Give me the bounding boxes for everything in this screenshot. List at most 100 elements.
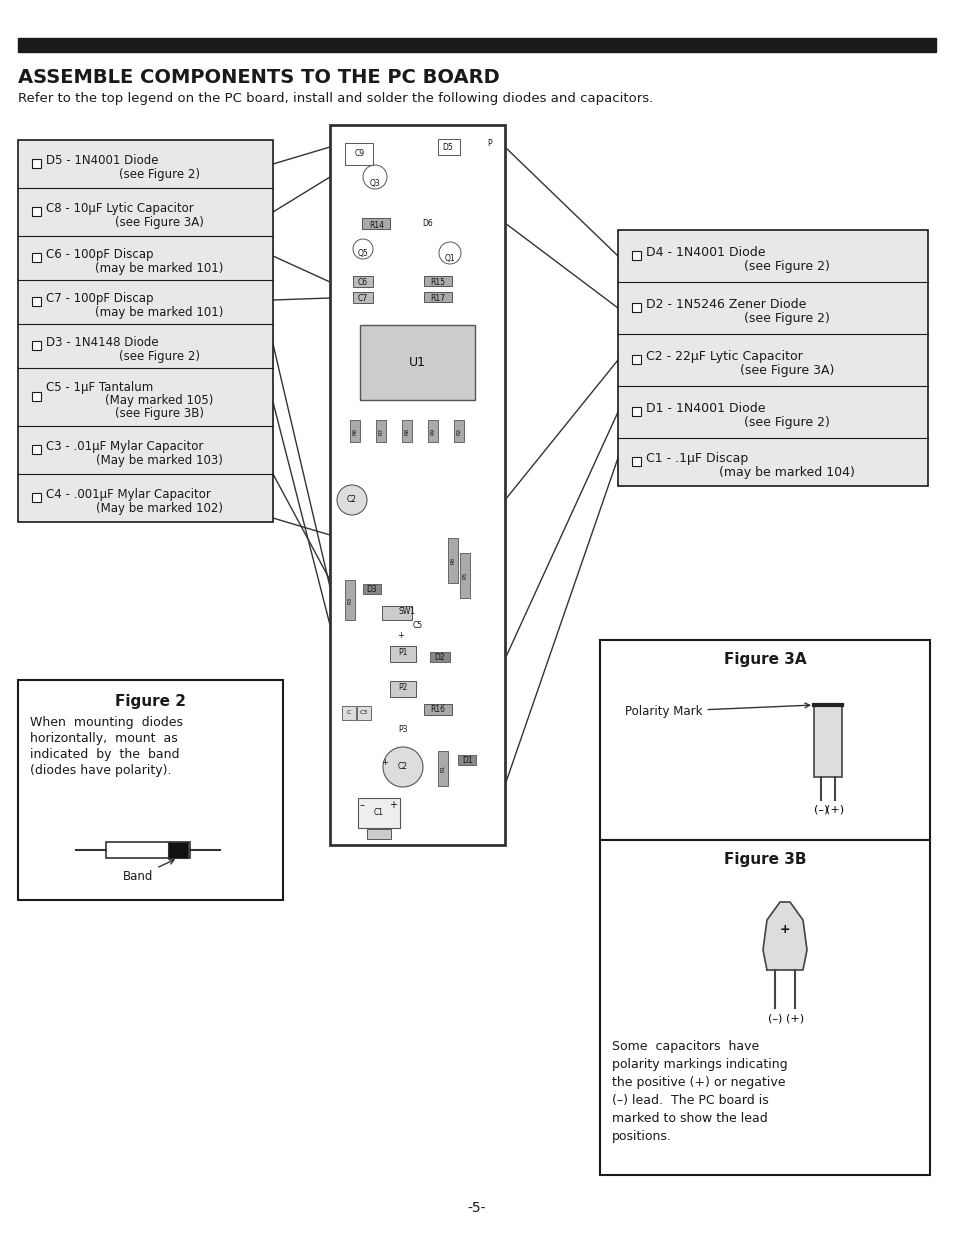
Text: D6: D6 — [422, 219, 433, 227]
Bar — [390, 646, 416, 662]
Text: horizontally,  mount  as: horizontally, mount as — [30, 732, 177, 745]
Bar — [618, 230, 927, 487]
Text: (–): (–) — [767, 1014, 781, 1024]
Text: D5: D5 — [442, 142, 453, 152]
Bar — [32, 253, 41, 262]
Text: C5 - 1μF Tantalum: C5 - 1μF Tantalum — [46, 382, 153, 394]
Text: D4 - 1N4001 Diode: D4 - 1N4001 Diode — [645, 246, 764, 259]
Bar — [459, 553, 470, 598]
Bar — [390, 680, 416, 697]
Text: the positive (+) or negative: the positive (+) or negative — [612, 1076, 784, 1089]
Bar — [106, 842, 190, 858]
Text: C1 - .1μF Discap: C1 - .1μF Discap — [645, 452, 747, 466]
Text: C7 - 100pF Discap: C7 - 100pF Discap — [46, 291, 153, 305]
Text: P: P — [487, 138, 492, 147]
Text: (see Figure 2): (see Figure 2) — [743, 416, 829, 429]
Text: U1: U1 — [409, 356, 426, 368]
Bar — [32, 493, 41, 501]
Bar — [454, 420, 463, 442]
Bar — [423, 291, 452, 303]
Text: +: + — [397, 631, 404, 640]
Bar — [32, 341, 41, 350]
Text: C3 - .01μF Mylar Capacitor: C3 - .01μF Mylar Capacitor — [46, 440, 203, 453]
Bar — [375, 420, 386, 442]
Text: Figure 2: Figure 2 — [115, 694, 186, 709]
Text: R5: R5 — [462, 572, 467, 579]
Text: marked to show the lead: marked to show the lead — [612, 1112, 767, 1125]
Text: C: C — [347, 710, 351, 715]
Text: P1: P1 — [398, 648, 407, 657]
Bar — [367, 829, 391, 839]
Text: (see Figure 2): (see Figure 2) — [119, 350, 200, 363]
Text: Polarity Mark: Polarity Mark — [624, 703, 809, 718]
Text: Refer to the top legend on the PC board, install and solder the following diodes: Refer to the top legend on the PC board,… — [18, 91, 653, 105]
Text: (may be marked 101): (may be marked 101) — [95, 306, 223, 319]
Bar — [18, 38, 935, 52]
Bar — [599, 640, 929, 840]
Bar — [32, 296, 41, 306]
Bar — [345, 143, 373, 165]
Text: C2 - 22μF Lytic Capacitor: C2 - 22μF Lytic Capacitor — [645, 350, 801, 363]
Bar — [168, 842, 188, 858]
Bar — [437, 751, 448, 785]
Text: (may be marked 104): (may be marked 104) — [719, 466, 854, 479]
Bar — [428, 420, 437, 442]
Text: R9: R9 — [430, 427, 435, 435]
Text: Q5: Q5 — [357, 248, 368, 258]
Text: C8 - 10μF Lytic Capacitor: C8 - 10μF Lytic Capacitor — [46, 203, 193, 215]
Bar — [356, 706, 371, 720]
Text: D1: D1 — [462, 757, 473, 766]
Text: (–) lead.  The PC board is: (–) lead. The PC board is — [612, 1094, 768, 1107]
Text: -5-: -5- — [467, 1200, 486, 1215]
Bar — [430, 652, 450, 662]
Text: (see Figure 2): (see Figure 2) — [119, 168, 200, 182]
Text: (may be marked 101): (may be marked 101) — [95, 262, 223, 275]
Text: polarity markings indicating: polarity markings indicating — [612, 1058, 787, 1071]
Text: R2: R2 — [456, 427, 461, 435]
Bar — [631, 408, 640, 416]
Bar — [341, 706, 355, 720]
Text: R15: R15 — [430, 278, 445, 287]
Polygon shape — [762, 902, 806, 969]
Text: R16: R16 — [430, 705, 445, 715]
Text: +: + — [389, 800, 396, 810]
Text: (+): (+) — [785, 1014, 803, 1024]
Text: C7: C7 — [357, 294, 368, 303]
Bar — [631, 251, 640, 261]
Text: R14: R14 — [369, 221, 384, 230]
Bar — [18, 680, 283, 900]
Bar — [448, 538, 457, 583]
Text: C1: C1 — [374, 809, 384, 818]
Text: Q1: Q1 — [444, 253, 455, 263]
Text: D5 - 1N4001 Diode: D5 - 1N4001 Diode — [46, 154, 158, 167]
Text: C9: C9 — [355, 148, 365, 158]
Text: R17: R17 — [430, 294, 445, 303]
Text: C6 - 100pF Discap: C6 - 100pF Discap — [46, 248, 153, 261]
Text: C4 - .001μF Mylar Capacitor: C4 - .001μF Mylar Capacitor — [46, 488, 211, 501]
Text: (May be marked 103): (May be marked 103) — [96, 454, 223, 467]
Bar — [381, 606, 412, 620]
Text: R8: R8 — [404, 427, 409, 435]
Text: R6: R6 — [352, 427, 357, 435]
Text: (see Figure 3A): (see Figure 3A) — [115, 216, 204, 228]
Bar — [350, 420, 359, 442]
Text: R1: R1 — [440, 764, 445, 772]
Bar — [345, 580, 355, 620]
Text: (diodes have polarity).: (diodes have polarity). — [30, 764, 172, 777]
Circle shape — [336, 485, 367, 515]
Bar — [32, 391, 41, 401]
Text: (–): (–) — [813, 805, 827, 815]
Bar — [423, 275, 452, 287]
Bar — [359, 325, 475, 400]
Text: R7: R7 — [378, 427, 383, 435]
Text: –: – — [359, 800, 364, 810]
Bar — [32, 207, 41, 216]
Text: (May marked 105): (May marked 105) — [105, 394, 213, 408]
Bar — [457, 755, 476, 764]
Text: (see Figure 3B): (see Figure 3B) — [115, 408, 204, 420]
Bar — [423, 704, 452, 715]
Text: When  mounting  diodes: When mounting diodes — [30, 716, 183, 729]
Circle shape — [382, 747, 422, 787]
Text: Some  capacitors  have: Some capacitors have — [612, 1040, 759, 1053]
Text: C3: C3 — [359, 710, 368, 715]
